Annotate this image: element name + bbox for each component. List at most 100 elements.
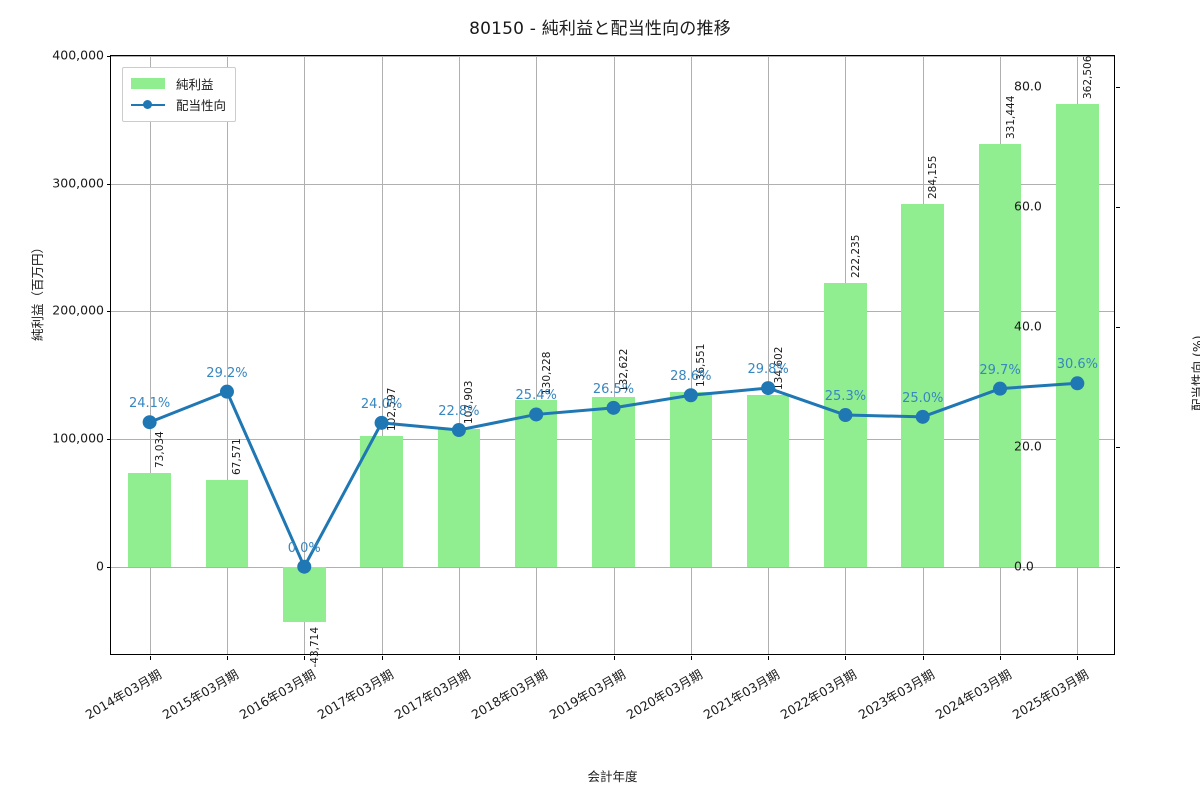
- gridline-vertical: [304, 56, 306, 654]
- x-axis-tick-mark: [1000, 656, 1002, 660]
- plot-area: 73,034 67,571 -43,714 102,597 107,903 130,228…: [30, 55, 1200, 668]
- x-axis-tick-mark: [1077, 656, 1079, 660]
- gridline-vertical: [613, 56, 615, 654]
- line-value-label: 26.5%: [592, 381, 635, 397]
- line-marker-icon: [131, 99, 165, 110]
- gridline-horizontal: [111, 183, 1114, 185]
- line-value-label: 30.6%: [1056, 357, 1098, 373]
- line-value-label: 29.2%: [206, 365, 248, 381]
- y-axis-right-tick-label: 80.0: [1014, 78, 1042, 94]
- gridline-horizontal: [111, 311, 1114, 313]
- line-value-label: 25.4%: [515, 388, 557, 404]
- bar: [283, 566, 326, 623]
- x-axis-tick-label: 2014年03月期: [82, 666, 164, 723]
- y-axis-right-tick-mark: [1116, 446, 1120, 448]
- line-point-marker: [915, 409, 930, 424]
- x-axis-tick-mark: [690, 656, 692, 660]
- y-axis-right-tick-label: 0.0: [1014, 558, 1034, 574]
- y-axis-right-title: 配当性向 (%): [1190, 335, 1200, 411]
- y-axis-left-tick-label: 100,000: [52, 430, 104, 446]
- line-value-label: 24.1%: [128, 396, 171, 412]
- y-axis-left-title: 純利益（百万円）: [30, 240, 45, 341]
- line-point-marker: [529, 407, 544, 422]
- bar: [514, 400, 558, 567]
- legend-label-net-income: 純利益: [176, 77, 214, 92]
- x-axis-tick-label: 2016年03月期: [236, 666, 319, 723]
- gridline-horizontal: [111, 56, 1114, 57]
- x-axis-tick-mark: [226, 656, 228, 660]
- x-axis-tick-mark: [768, 656, 770, 660]
- line-value-label: 0.0%: [287, 540, 321, 556]
- x-axis-tick-mark: [536, 656, 538, 660]
- legend-item-net-income: 純利益: [131, 73, 226, 94]
- x-axis-tick-label: 2021年03月期: [700, 666, 783, 723]
- y-axis-left-tick-label: 0: [96, 558, 104, 574]
- bar: [824, 282, 867, 567]
- y-axis-right-tick-label: 60.0: [1014, 198, 1042, 214]
- line-point-marker: [606, 400, 621, 415]
- line-value-label: 25.0%: [902, 390, 944, 406]
- bar: [978, 143, 1022, 567]
- x-axis-tick-label: 2017年03月期: [314, 666, 396, 723]
- bar: [437, 428, 481, 567]
- y-axis-right-tick-label: 40.0: [1014, 318, 1042, 334]
- y-axis-left-tick-mark: [107, 566, 111, 568]
- bar: [669, 392, 713, 567]
- line-point-marker: [838, 408, 853, 423]
- y-axis-left-tick-label: 200,000: [52, 302, 104, 318]
- x-axis-tick-label: 2018年03月期: [468, 666, 551, 723]
- x-axis-tick-label: 2020年03月期: [623, 666, 705, 723]
- gridline-horizontal: [111, 566, 1114, 568]
- line-point-marker: [142, 415, 157, 430]
- x-axis-tick-mark: [613, 656, 615, 660]
- gridline-vertical: [458, 56, 460, 654]
- y-axis-right-tick-mark: [1116, 207, 1120, 209]
- line-point-marker: [451, 423, 466, 438]
- y-axis-left-tick-mark: [107, 311, 111, 313]
- gridline-vertical: [226, 56, 228, 654]
- legend-item-payout-ratio: 配当性向: [131, 94, 226, 115]
- x-axis-tick-label: 2019年03月期: [546, 666, 628, 723]
- x-axis-tick-label: 2024年03月期: [932, 666, 1015, 723]
- x-axis-tick-mark: [922, 656, 924, 660]
- y-axis-right-tick-mark: [1116, 87, 1120, 89]
- y-axis-left-tick-mark: [107, 183, 111, 185]
- line-value-label: 24.0%: [360, 396, 403, 412]
- bar-swatch-icon: [131, 78, 165, 89]
- x-axis-title: 会計年度: [587, 769, 638, 784]
- line-value-label: 29.7%: [979, 362, 1021, 378]
- gridline-vertical: [690, 56, 692, 654]
- line-point-marker: [374, 415, 389, 430]
- line-point-marker: [219, 384, 234, 399]
- x-axis-tick-label: 2022年03月期: [778, 666, 860, 723]
- bar: [901, 203, 944, 567]
- line-series: [142, 376, 1085, 574]
- line-value-label: 29.8%: [747, 362, 789, 378]
- line-value-label: 28.6%: [670, 369, 712, 385]
- bar: [205, 480, 249, 567]
- gridline-vertical: [381, 56, 383, 654]
- x-axis-tick-label: 2025年03月期: [1010, 666, 1092, 723]
- x-axis-tick-label: 2015年03月期: [159, 666, 241, 723]
- x-axis-tick-mark: [381, 656, 383, 660]
- legend-label-payout-ratio: 配当性向: [176, 98, 227, 113]
- y-axis-right-tick-mark: [1116, 326, 1120, 328]
- bar: [1056, 103, 1099, 567]
- line-point-marker: [297, 559, 312, 574]
- line-point-marker: [993, 381, 1008, 396]
- line-value-label: 25.3%: [824, 389, 867, 405]
- line-point-marker: [683, 388, 698, 403]
- x-axis-tick-mark: [304, 656, 306, 660]
- x-axis-tick-label: 2017年03月期: [391, 666, 473, 723]
- bar: [746, 394, 790, 567]
- bar: [128, 473, 171, 567]
- y-axis-left-tick-label: 300,000: [52, 175, 104, 191]
- y-axis-left-tick-mark: [107, 56, 111, 57]
- line-value-label: 22.8%: [438, 404, 480, 420]
- line-point-marker: [1070, 376, 1085, 391]
- x-axis-tick-mark: [845, 656, 847, 660]
- y-axis-right-tick-mark: [1116, 566, 1120, 568]
- y-axis-left-tick-mark: [107, 438, 111, 440]
- gridline-vertical: [149, 56, 151, 654]
